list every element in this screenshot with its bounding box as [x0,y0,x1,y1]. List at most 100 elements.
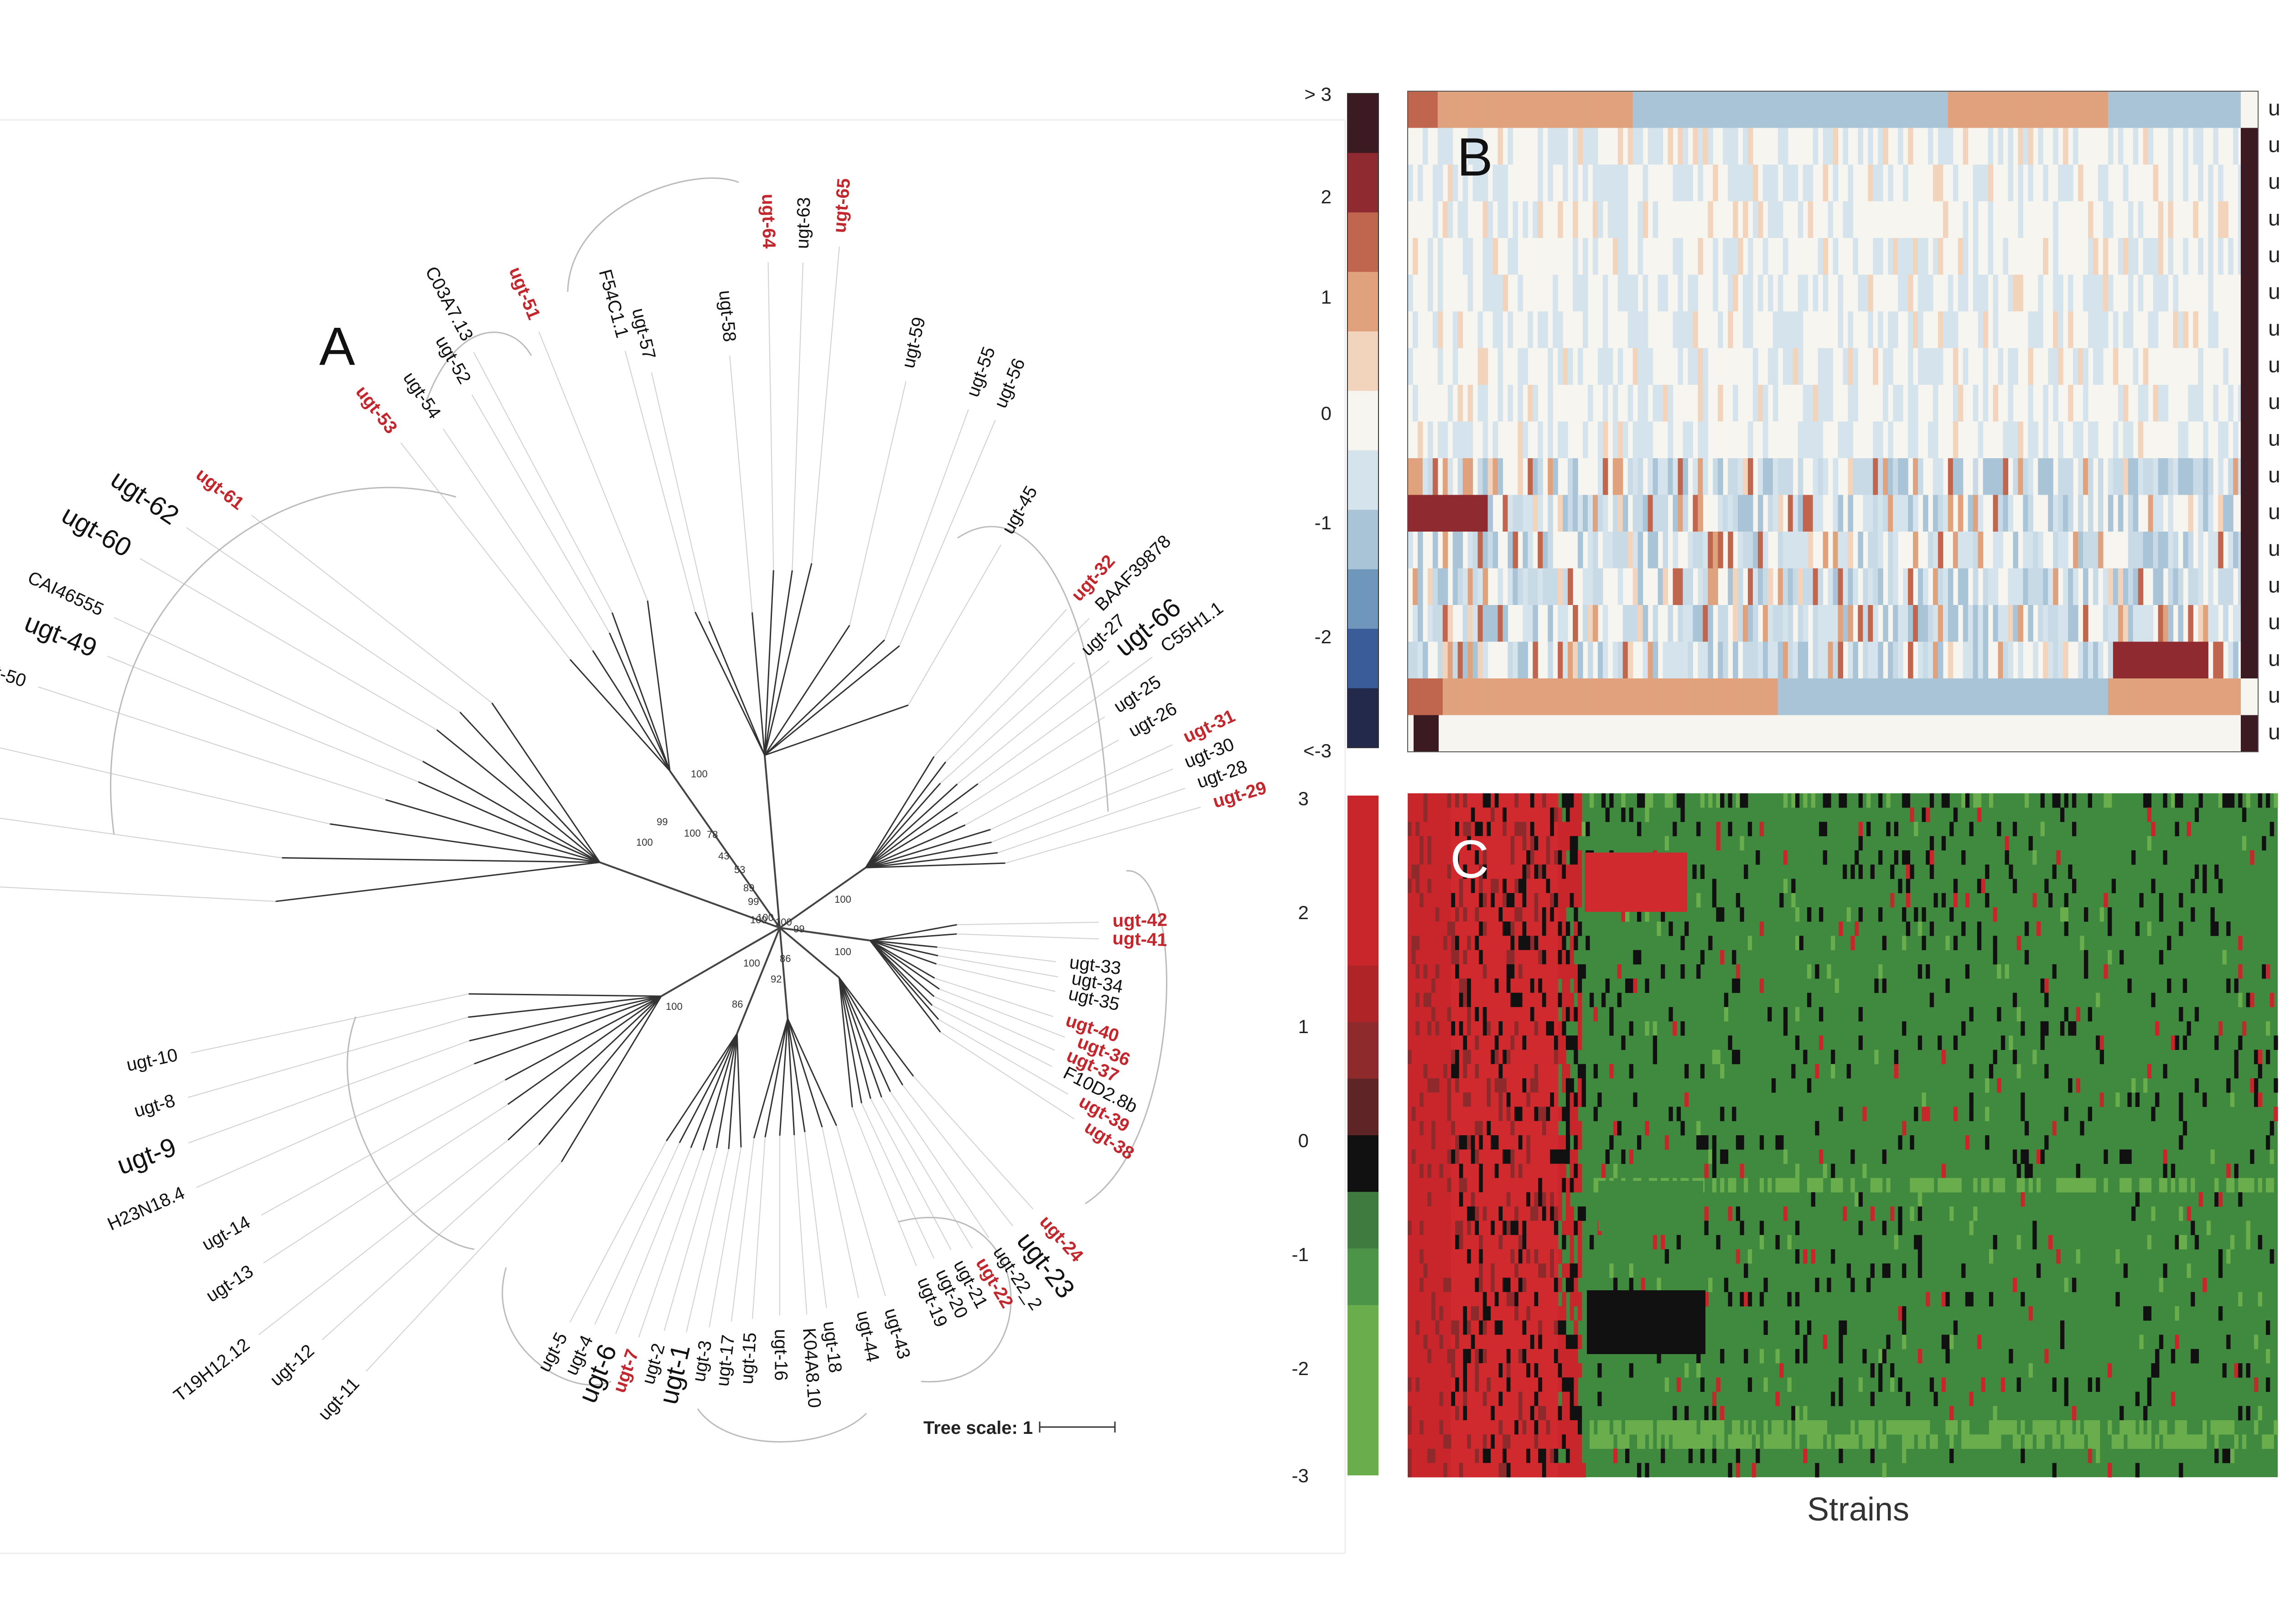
heat-cell [1423,1021,1428,1036]
heat-cell [1945,936,1950,951]
heat-cell [1783,605,1788,642]
heat-cell [1554,1377,1559,1392]
heat-cell [1922,274,1928,311]
heat-cell [2135,1391,2140,1407]
tree-leaf-label: ugt-13 [202,1261,257,1306]
heat-cell [1546,1391,1550,1407]
heat-cell [1479,993,1483,1008]
tree-leaf-label: ugt-53 [352,382,401,438]
heat-cell [1898,91,1903,128]
heat-cell [1733,458,1738,495]
heat-cell [1510,1277,1515,1293]
heat-cell [1435,978,1440,993]
heat-cell [1621,1149,1626,1164]
heat-cell [1447,1292,1451,1307]
heat-cell [1514,1221,1519,1236]
heat-cell [1522,864,1527,879]
heat-cell [1558,850,1562,865]
tree-branch-leaf [936,963,1056,992]
heat-cell [1487,1263,1491,1278]
heat-cell [1451,964,1456,979]
heat-cell [1518,1420,1523,1435]
heat-cell [1673,532,1679,569]
heat-cell [1733,165,1738,202]
heat-cell [2008,641,2014,678]
heat-cell [1929,921,1934,936]
heat-cell [2151,822,2156,837]
heat-cell [1945,1349,1950,1364]
clade-arc [347,1016,475,1250]
heat-cell [1838,641,1844,678]
heat-cell [1827,1277,1831,1293]
heat-cell [1546,1050,1550,1065]
heat-cell [1949,907,1954,922]
heat-cell [1913,605,1918,642]
heat-cell [2098,641,2104,678]
heat-cell [1543,678,1548,715]
heat-cell [1447,1334,1451,1350]
heat-cell [1803,274,1808,311]
heat-cell [1573,274,1578,311]
heat-cell [2218,879,2223,894]
heat-cell [1467,1092,1472,1107]
heat-cell [1423,1306,1428,1321]
heat-cell [1408,1306,1412,1321]
heat-cell [1479,1206,1483,1221]
heat-cell [1627,678,1633,715]
heat-cell [1494,1292,1499,1307]
heat-cell [1526,1263,1531,1278]
heat-cell [1417,532,1423,569]
heat-cell [1498,1021,1503,1036]
heat-cell [1803,1349,1808,1364]
heat-cell [1759,822,1764,837]
tree-branch-leaf [0,817,282,859]
heat-cell [1963,532,1969,569]
heat-cell [1969,1107,1974,1122]
heat-cell [1510,907,1515,922]
heat-cell [1858,907,1863,922]
heat-cell [1475,1420,1479,1435]
heat-cell [1910,1135,1914,1150]
heat-cell [2179,1206,2183,1221]
heat-cell [1463,793,1467,808]
heat-cell [1963,91,1969,128]
heat-cell [1538,1121,1543,1136]
heat-cell [1459,1149,1464,1164]
heat-cell [1574,822,1578,837]
heat-cell [2108,458,2114,495]
heat-cell [1491,1420,1495,1435]
heat-cell [1698,495,1703,532]
heat-cell [2163,605,2169,642]
heat-cell [2222,793,2227,808]
heat-cell [1554,1192,1559,1207]
heat-cell [1788,348,1793,385]
heat-cell [1467,421,1473,458]
heat-cell [1830,1064,1835,1079]
heat-cell [1451,1021,1456,1036]
heat-cell [1868,458,1873,495]
heat-cell [1908,91,1913,128]
heat-cell [1748,311,1753,348]
heat-cell [1472,532,1478,569]
heat-cell [1534,1363,1539,1378]
heat-cell [1506,1420,1511,1435]
heat-cell [1439,1135,1444,1150]
heat-cell [2084,950,2088,965]
heat-cell [1522,1092,1527,1107]
heat-cell [1534,993,1539,1008]
heat-cell [1408,879,1412,894]
heat-cell [1411,950,1416,965]
heat-cell [1574,879,1578,894]
heat-cell [2033,641,2038,678]
heat-cell [1777,128,1783,165]
heat-cell [2012,1149,2017,1164]
heat-cell [1494,1135,1499,1150]
heat-cell [1823,385,1829,422]
heat-cell [1447,1050,1451,1065]
heat-cell [1903,495,1908,532]
heat-cell [1412,385,1418,422]
heat-cell [1839,1320,1843,1335]
heat-cell [1457,311,1463,348]
heat-cell [1475,1164,1479,1179]
heat-cell [1643,348,1648,385]
